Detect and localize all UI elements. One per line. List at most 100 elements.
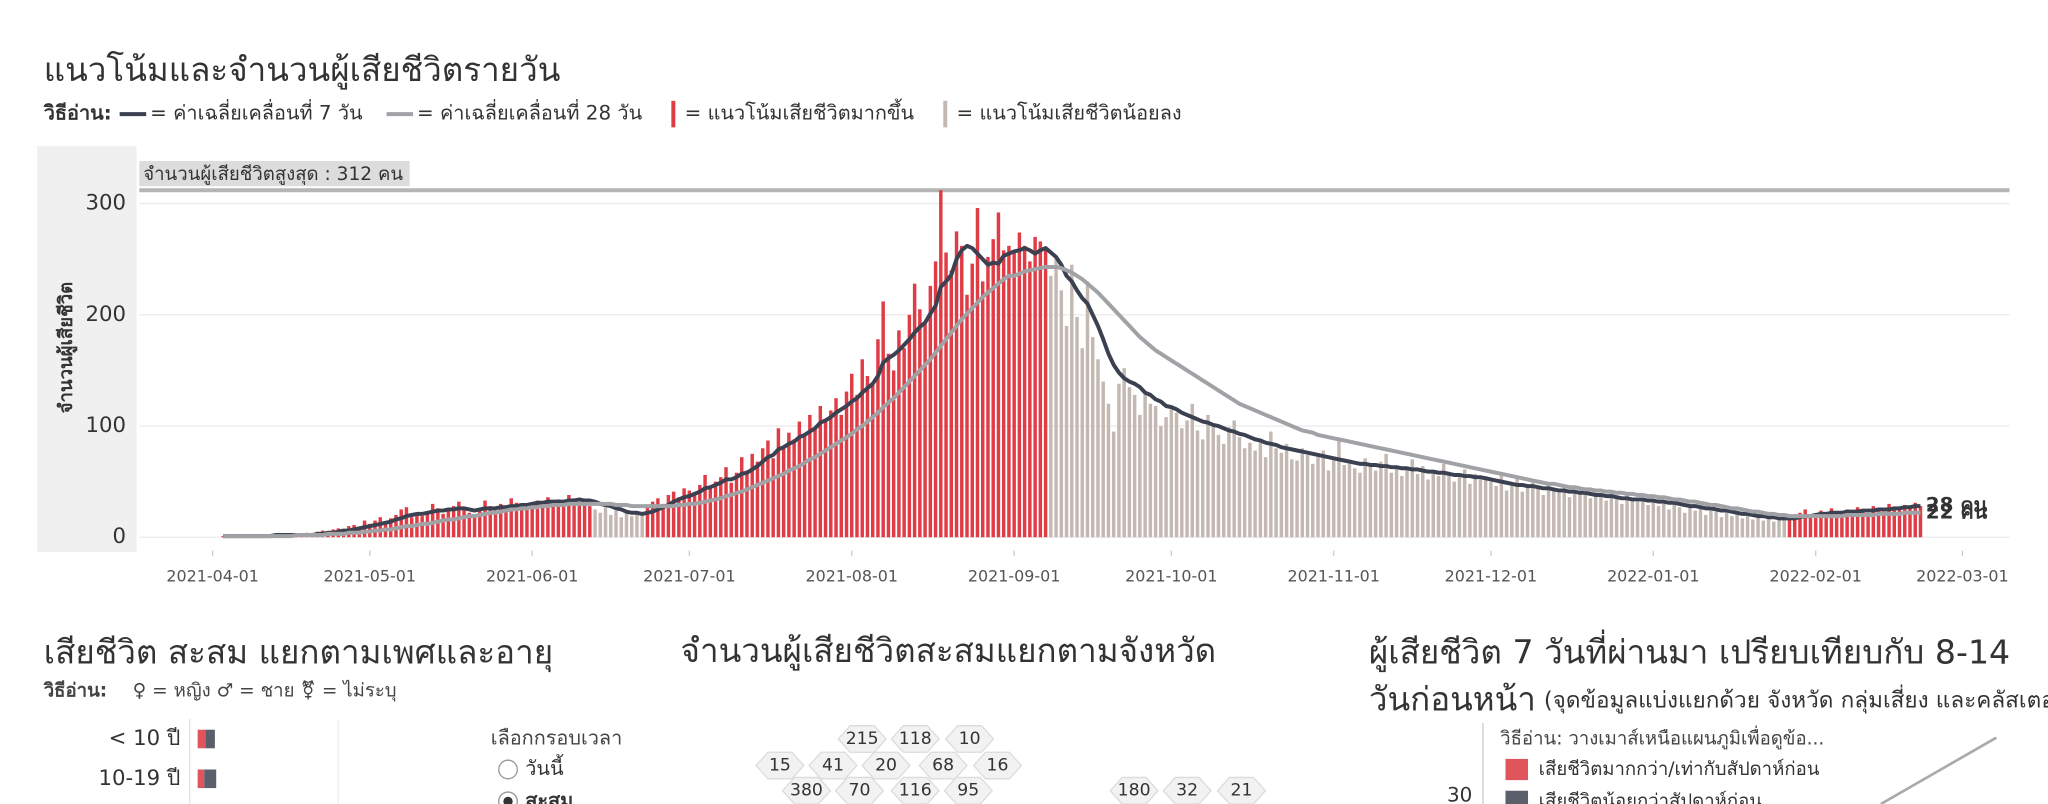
bar bbox=[1499, 472, 1504, 538]
bar bbox=[1253, 450, 1257, 538]
x-tick-label: 2021-08-01 bbox=[806, 567, 898, 586]
bar bbox=[692, 494, 697, 538]
line bbox=[223, 243, 1921, 539]
hex-label: 180 bbox=[1118, 781, 1151, 801]
bar bbox=[1237, 437, 1242, 538]
bar bbox=[1572, 490, 1577, 538]
chart-title: แนวโน้มและจำนวนผู้เสียชีวิตรายวัน bbox=[44, 50, 561, 90]
legend-swatch bbox=[671, 100, 676, 128]
bar bbox=[1101, 381, 1105, 538]
bar bbox=[1311, 463, 1315, 538]
bar bbox=[1028, 261, 1032, 538]
bar bbox=[991, 239, 995, 538]
bar bbox=[656, 498, 660, 538]
bar bbox=[478, 508, 482, 538]
bar bbox=[933, 261, 938, 538]
bar bbox=[1216, 434, 1221, 538]
hex bbox=[972, 751, 1023, 780]
bar bbox=[1688, 504, 1692, 538]
bar bbox=[1829, 508, 1834, 538]
hex bbox=[918, 751, 968, 780]
bar bbox=[876, 339, 880, 538]
bar bbox=[698, 484, 702, 538]
bar bbox=[1525, 484, 1530, 538]
bar bbox=[1766, 516, 1771, 538]
bar bbox=[1384, 453, 1388, 538]
bar bbox=[1284, 443, 1289, 538]
bar bbox=[519, 508, 524, 538]
radio-option[interactable]: วันนี้ bbox=[498, 754, 564, 780]
bar bbox=[619, 517, 623, 538]
bar bbox=[1855, 507, 1860, 538]
x-tick-label: 2021-09-01 bbox=[968, 567, 1060, 586]
y-tick-label: 30 bbox=[1447, 784, 1472, 804]
bar bbox=[1148, 403, 1153, 538]
bar bbox=[1698, 508, 1703, 538]
bar bbox=[1127, 387, 1132, 538]
bar bbox=[1494, 486, 1498, 538]
bar bbox=[1520, 491, 1525, 538]
bar bbox=[844, 391, 849, 538]
y-tick-label: 0 bbox=[112, 524, 126, 549]
bar bbox=[1808, 516, 1813, 538]
bar bbox=[1761, 520, 1766, 538]
bar bbox=[923, 323, 927, 538]
bar bbox=[813, 429, 817, 538]
bar bbox=[572, 498, 576, 538]
bar bbox=[514, 502, 519, 538]
bar bbox=[1541, 494, 1546, 538]
bar bbox=[1248, 442, 1252, 538]
bar bbox=[551, 501, 555, 538]
bar bbox=[509, 498, 513, 538]
bar bbox=[441, 513, 445, 538]
bar bbox=[1730, 516, 1734, 538]
bar bbox=[1263, 457, 1268, 538]
bar bbox=[724, 467, 728, 538]
end-label: 28 คน bbox=[1926, 494, 1988, 517]
radio-option[interactable]: สะสม bbox=[498, 789, 574, 804]
bar bbox=[1201, 439, 1205, 538]
bar bbox=[740, 457, 744, 538]
bar bbox=[1117, 383, 1121, 538]
bar bbox=[1169, 409, 1174, 538]
radio-label[interactable]: สะสม bbox=[525, 789, 573, 804]
bar bbox=[787, 432, 791, 538]
bar bbox=[1326, 470, 1331, 538]
subtitle: (จุดข้อมูลแบ่งแยกด้วย จังหวัด กลุ่มเสี่ย… bbox=[1544, 683, 2048, 713]
bar bbox=[1017, 232, 1022, 538]
bar bbox=[1442, 463, 1446, 538]
bar bbox=[1174, 412, 1179, 538]
panel-title: วันก่อนหน้า (จุดข้อมูลแบ่งแยกด้วย จังหวัด… bbox=[1369, 679, 2048, 718]
bar bbox=[451, 506, 456, 538]
hex bbox=[781, 776, 832, 804]
bar bbox=[556, 499, 561, 538]
hex bbox=[1162, 776, 1212, 804]
bar bbox=[818, 406, 823, 538]
bar bbox=[939, 190, 943, 538]
bar bbox=[975, 208, 980, 538]
bar bbox=[1070, 264, 1074, 538]
hex bbox=[755, 751, 805, 780]
bar bbox=[1426, 479, 1430, 538]
age-label: < 10 ปี bbox=[109, 726, 181, 751]
y-axis-panel bbox=[37, 145, 137, 552]
bar bbox=[493, 510, 498, 538]
hex-label: 41 bbox=[822, 756, 844, 776]
bar bbox=[1415, 473, 1420, 538]
bar bbox=[530, 503, 534, 538]
bar bbox=[588, 506, 592, 538]
x-tick-label: 2021-12-01 bbox=[1445, 567, 1537, 586]
bar bbox=[661, 503, 665, 538]
radio-label[interactable]: วันนี้ bbox=[525, 754, 564, 780]
bar bbox=[870, 383, 875, 538]
bar bbox=[750, 453, 754, 538]
bar bbox=[1651, 500, 1656, 538]
bar bbox=[1436, 476, 1441, 538]
bar bbox=[1447, 472, 1451, 538]
bar bbox=[1604, 500, 1608, 538]
bar bbox=[1468, 483, 1472, 538]
bar bbox=[1531, 479, 1535, 538]
bar bbox=[1819, 510, 1823, 538]
bar bbox=[1620, 503, 1624, 538]
